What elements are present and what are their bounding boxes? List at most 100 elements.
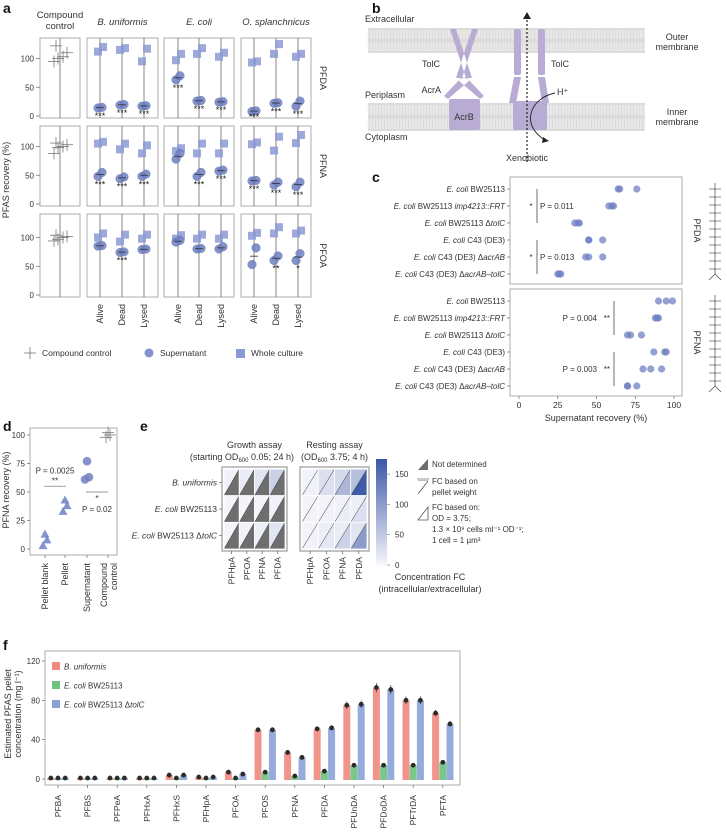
colorbar-segment <box>376 549 387 552</box>
legend-label-part: BW25113 <box>86 682 123 691</box>
y-tick-label: 50 <box>25 83 34 92</box>
strain-label-part: C43 (DE3) Δ <box>417 270 465 279</box>
panel-label-e: e <box>140 418 148 434</box>
colorbar-segment <box>376 524 387 527</box>
legend-label: Compound control <box>42 348 112 358</box>
significance-stars: *** <box>117 108 128 118</box>
pellet-triangle <box>40 529 50 538</box>
category-label: PFDoDA <box>379 795 389 829</box>
colorbar-segment <box>376 563 387 566</box>
data-point <box>62 775 68 781</box>
cell-diagonal <box>350 495 368 523</box>
supernatant-circle <box>273 251 283 261</box>
data-point <box>374 685 379 690</box>
colorbar-segment <box>376 559 387 562</box>
legend-label-part: tolC <box>130 701 144 710</box>
strain-label-part: BW25113 Δ <box>446 331 491 340</box>
data-point <box>114 775 120 781</box>
colorbar-segment <box>376 476 387 479</box>
category-label: PFPeA <box>112 795 122 822</box>
cell-diagonal <box>318 522 335 550</box>
data-point <box>48 775 54 781</box>
data-point <box>433 710 438 716</box>
whole-culture-square <box>116 145 124 154</box>
data-point <box>285 750 290 755</box>
whole-culture-square <box>193 149 201 158</box>
arrow-head-icon <box>523 12 531 19</box>
cell-diagonal <box>334 468 351 496</box>
data-point <box>381 762 386 768</box>
pfna-structure-icon <box>708 295 722 393</box>
panel-label-c: c <box>372 169 380 185</box>
x-tick-label: 25 <box>553 400 563 410</box>
acrb-right-shape <box>513 101 547 130</box>
data-point <box>388 687 394 692</box>
pellet-triangle <box>42 535 52 544</box>
panel-label-d: d <box>3 418 12 434</box>
x-tick-label: 50 <box>592 400 602 410</box>
whole-culture-square <box>138 57 146 66</box>
strain-label-part: E. coli <box>446 297 468 306</box>
facet-box <box>509 176 683 285</box>
row-label: E. coli BW25113 <box>155 504 217 514</box>
colorbar-tick-label: 0 <box>395 561 400 570</box>
facet-box <box>86 37 159 119</box>
strain-label: E. coli C43 (DE3) <box>443 348 505 357</box>
condition-label: Alive <box>173 304 183 324</box>
species-header: E. coli <box>186 17 213 28</box>
significance-stars: ** <box>52 475 59 485</box>
whole-culture-square <box>143 230 151 239</box>
cell-diagonal <box>269 495 286 523</box>
data-point <box>322 768 327 774</box>
recovery-point <box>616 185 624 193</box>
whole-culture-square <box>121 44 129 53</box>
legend-swatch <box>52 681 60 689</box>
supernatant-circle <box>84 472 94 482</box>
assay-title: Resting assay <box>306 440 363 450</box>
p-value: P = 0.011 <box>540 202 574 211</box>
colorbar-segment <box>376 473 387 476</box>
colorbar-segment <box>376 538 387 541</box>
data-point <box>144 775 150 781</box>
label-periplasm: Periplasm <box>365 90 405 100</box>
y-axis-label: Estimated PFAS pellet <box>3 669 13 759</box>
column-label: PFDA <box>272 557 282 580</box>
row-label-part: E. coli <box>132 531 156 541</box>
legend-circle-icon <box>144 348 154 358</box>
data-point <box>196 774 202 780</box>
colorbar-segment <box>376 490 387 494</box>
y-tick-label: 0 <box>21 545 26 554</box>
cell-diagonal <box>350 468 368 496</box>
strain-label-part: E. coli <box>414 365 436 374</box>
recovery-point <box>633 382 641 390</box>
supernatant-circle <box>295 249 305 259</box>
legend-label: E. coli BW25113 ΔtolC <box>64 701 145 710</box>
whole-culture-square <box>248 58 256 67</box>
legend-label-part: E. coli <box>64 682 86 691</box>
label-tolc: TolC <box>422 59 441 69</box>
facet-compound-label: PFNA <box>692 330 702 354</box>
colorbar-segment <box>376 496 387 499</box>
recovery-point <box>585 253 593 261</box>
recovery-point <box>557 270 565 278</box>
colorbar-segment <box>376 531 387 534</box>
colorbar-segment <box>376 462 387 465</box>
colorbar-segment <box>376 527 387 531</box>
strain-label-part: imp4213::FRT <box>454 314 506 323</box>
compound-control-cross <box>52 52 64 65</box>
colorbar-segment <box>376 534 387 538</box>
colorbar-segment <box>376 492 387 495</box>
od-fc-icon <box>417 505 429 521</box>
whole-culture-square <box>215 149 223 158</box>
colorbar-segment <box>376 536 387 539</box>
strain-label-part: C43 (DE3) Δ <box>436 365 484 374</box>
data-point <box>122 775 127 781</box>
whole-culture-square <box>99 137 107 146</box>
whole-culture-square <box>138 234 146 243</box>
strain-label-part: E. coli <box>394 314 416 323</box>
data-point <box>78 775 83 781</box>
bar <box>254 729 262 780</box>
cell-diagonal <box>350 522 368 550</box>
whole-culture-square <box>177 144 185 153</box>
significance-stars: ** <box>604 314 610 323</box>
